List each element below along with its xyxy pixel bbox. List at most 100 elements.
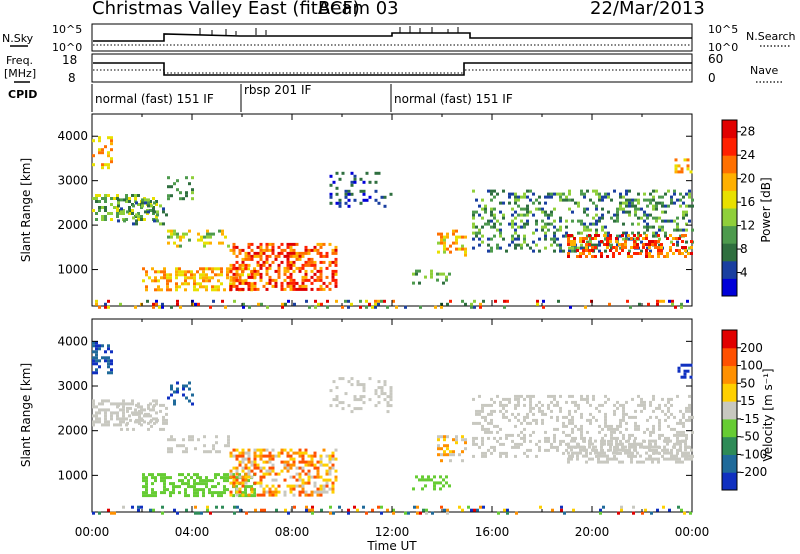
echo-cell — [484, 415, 487, 419]
echo-cell — [567, 457, 570, 461]
echo-cell — [298, 466, 302, 470]
colorbar-swatch — [722, 172, 737, 191]
echo-cell — [307, 481, 311, 485]
echo-cell — [138, 421, 141, 425]
echo-cell — [496, 439, 499, 443]
echo-cell — [154, 494, 157, 498]
echo-cell — [229, 490, 233, 494]
echo-cell — [517, 433, 520, 437]
echo-cell — [568, 421, 571, 425]
colorbar-swatch — [722, 260, 737, 279]
echo-cell — [277, 245, 281, 249]
echo-cell — [591, 249, 594, 252]
echo-cell — [293, 505, 296, 509]
echo-cell — [159, 204, 162, 208]
echo-cell — [253, 284, 257, 288]
echo-cell — [672, 445, 675, 449]
echo-cell — [589, 198, 592, 202]
echo-cell — [95, 417, 98, 421]
echo-cell — [592, 243, 595, 247]
echo-cell — [446, 508, 449, 512]
echo-cell — [618, 448, 621, 452]
echo-cell — [104, 305, 107, 309]
echo-cell — [202, 285, 205, 289]
echo-cell — [579, 448, 582, 452]
echo-cell — [673, 219, 676, 223]
echo-cell — [452, 241, 455, 245]
echo-cell — [259, 457, 263, 461]
echo-cell — [608, 302, 611, 306]
power-data-layer — [92, 136, 694, 309]
echo-cell — [262, 448, 266, 452]
echo-cell — [576, 451, 579, 455]
echo-cell — [262, 248, 266, 252]
echo-cell — [262, 454, 266, 458]
echo-cell — [92, 341, 95, 345]
echo-cell — [598, 403, 601, 407]
echo-cell — [167, 229, 170, 233]
echo-cell — [684, 454, 687, 458]
echo-cell — [110, 402, 113, 406]
echo-cell — [185, 396, 188, 400]
echo-cell — [472, 397, 475, 401]
echo-cell — [613, 430, 616, 434]
echo-cell — [642, 243, 645, 246]
echo-cell — [601, 216, 604, 220]
echo-cell — [292, 248, 296, 252]
echo-cell — [621, 460, 624, 464]
echo-cell — [95, 411, 98, 415]
echo-cell — [128, 206, 131, 209]
echo-cell — [98, 365, 101, 369]
echo-cell — [514, 403, 517, 407]
echo-cell — [289, 245, 293, 249]
echo-cell — [433, 481, 436, 485]
echo-cell — [615, 448, 618, 452]
echo-cell — [563, 511, 566, 515]
echo-cell — [502, 412, 505, 416]
echo-cell — [344, 201, 348, 205]
colorbar-tick-label: 20 — [740, 172, 755, 186]
echo-cell — [676, 240, 679, 244]
echo-cell — [550, 213, 553, 217]
echo-cell — [140, 411, 143, 415]
echo-cell — [147, 198, 150, 202]
echo-cell — [597, 454, 600, 458]
echo-cell — [443, 241, 446, 245]
echo-cell — [167, 241, 170, 245]
echo-cell — [472, 189, 475, 193]
echo-cell — [514, 246, 517, 250]
echo-cell — [523, 403, 526, 407]
echo-cell — [571, 418, 574, 422]
echo-cell — [205, 476, 208, 480]
echo-cell — [104, 417, 107, 421]
echo-cell — [316, 487, 320, 491]
echo-cell — [107, 151, 110, 155]
echo-cell — [523, 439, 526, 443]
echo-cell — [310, 263, 314, 267]
echo-cell — [241, 457, 245, 461]
echo-cell — [594, 246, 597, 249]
echo-cell — [437, 444, 440, 448]
echo-cell — [666, 442, 669, 446]
echo-cell — [104, 218, 107, 221]
echo-cell — [163, 267, 166, 271]
echo-cell — [440, 453, 443, 457]
echo-cell — [229, 469, 233, 473]
echo-cell — [205, 276, 208, 280]
x-tick-label: 04:00 — [175, 525, 210, 539]
echo-cell — [442, 272, 445, 276]
echo-cell — [206, 229, 209, 233]
echo-cell — [289, 263, 293, 267]
colorbar-swatch — [722, 383, 737, 402]
echo-cell — [319, 275, 323, 279]
echo-cell — [580, 189, 583, 193]
echo-cell — [547, 228, 550, 232]
echo-cell — [443, 435, 446, 439]
echo-cell — [307, 278, 311, 282]
echo-cell — [110, 350, 113, 354]
echo-cell — [678, 460, 681, 464]
echo-cell — [149, 200, 152, 203]
echo-cell — [689, 375, 693, 379]
echo-cell — [585, 451, 588, 455]
x-tick-label: 16:00 — [475, 525, 510, 539]
